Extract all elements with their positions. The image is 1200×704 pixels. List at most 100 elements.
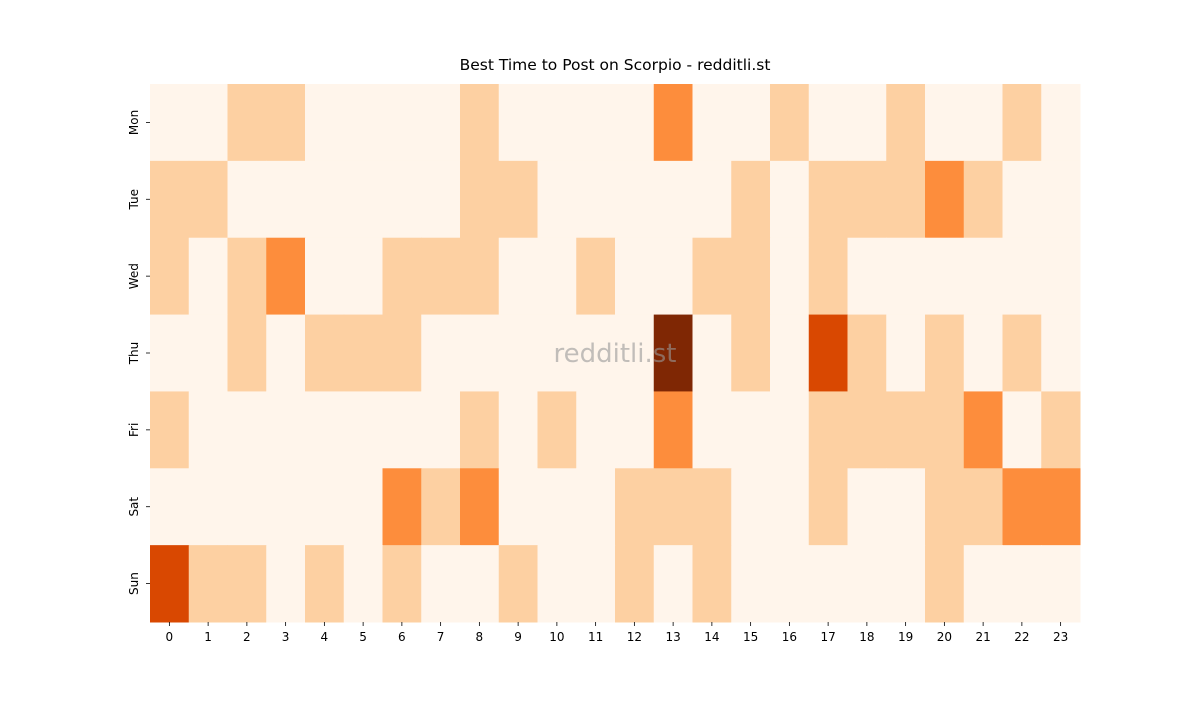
heatmap-cell — [537, 160, 577, 239]
x-tick-label: 16 — [782, 630, 797, 644]
heatmap-cell — [460, 545, 500, 623]
heatmap-cell — [886, 237, 926, 316]
x-tick-label: 9 — [514, 630, 522, 644]
heatmap-cell — [460, 84, 500, 162]
heatmap-cell — [188, 391, 228, 469]
heatmap-cell — [150, 237, 190, 316]
heatmap-cell — [925, 468, 965, 546]
heatmap-cell — [421, 84, 461, 162]
heatmap-cell — [537, 391, 577, 469]
heatmap-cell — [886, 84, 926, 162]
heatmap-cell — [498, 237, 538, 316]
heatmap-cell — [808, 545, 848, 623]
heatmap-cell — [925, 545, 965, 623]
heatmap-cell — [537, 314, 577, 392]
heatmap-cell — [615, 545, 655, 623]
heatmap-cell — [421, 468, 461, 546]
heatmap-cell — [266, 391, 306, 469]
heatmap-cell — [382, 468, 422, 546]
heatmap-cell — [847, 468, 887, 546]
heatmap-cell — [382, 314, 422, 392]
heatmap-cell — [227, 84, 267, 162]
x-tick-label: 1 — [204, 630, 212, 644]
x-tick-label: 19 — [898, 630, 913, 644]
heatmap-cell — [188, 160, 228, 239]
heatmap-cell — [1041, 237, 1081, 316]
heatmap-cell — [266, 160, 306, 239]
heatmap-cell — [227, 545, 267, 623]
heatmap-cell — [576, 391, 616, 469]
heatmap-cell — [343, 160, 383, 239]
heatmap-cell — [963, 160, 1003, 239]
heatmap-cell — [963, 391, 1003, 469]
heatmap-cell — [266, 468, 306, 546]
heatmap-cell — [653, 314, 693, 392]
heatmap-cell — [537, 84, 577, 162]
heatmap-cell — [382, 160, 422, 239]
heatmap-cell — [692, 391, 732, 469]
heatmap-cell — [498, 314, 538, 392]
x-tick-label: 23 — [1053, 630, 1068, 644]
x-tick-label: 18 — [859, 630, 874, 644]
x-tick-label: 20 — [937, 630, 952, 644]
heatmap-cell — [808, 468, 848, 546]
x-tick-label: 11 — [588, 630, 603, 644]
heatmap-cell — [1041, 314, 1081, 392]
heatmap-cell — [925, 84, 965, 162]
x-tick-label: 3 — [282, 630, 290, 644]
heatmap-cell — [1041, 468, 1081, 546]
heatmap-cell — [925, 160, 965, 239]
heatmap-cell — [847, 314, 887, 392]
heatmap-cell — [692, 545, 732, 623]
heatmap-cell — [808, 237, 848, 316]
heatmap-cell — [653, 160, 693, 239]
heatmap-cell — [576, 84, 616, 162]
heatmap-cell — [731, 545, 771, 623]
heatmap-cell — [770, 468, 810, 546]
heatmap-cell — [770, 314, 810, 392]
heatmap-cell — [770, 237, 810, 316]
heatmap-cell — [692, 314, 732, 392]
heatmap-cell — [576, 468, 616, 546]
heatmap-cell — [305, 545, 345, 623]
heatmap-cell — [963, 237, 1003, 316]
heatmap-cell — [963, 314, 1003, 392]
heatmap-cell — [498, 468, 538, 546]
heatmap-cell — [305, 84, 345, 162]
y-tick-label: Thu — [127, 342, 141, 366]
heatmap-cell — [150, 84, 190, 162]
heatmap-cell — [692, 237, 732, 316]
heatmap-cell — [305, 468, 345, 546]
heatmap-cell — [460, 237, 500, 316]
watermark: redditli.st — [554, 339, 677, 369]
x-tick-label: 10 — [549, 630, 564, 644]
chart-title: Best Time to Post on Scorpio - redditli.… — [460, 56, 771, 74]
heatmap-cell — [808, 84, 848, 162]
heatmap-cell — [886, 391, 926, 469]
heatmap-cell — [188, 314, 228, 392]
heatmap-cell — [421, 391, 461, 469]
heatmap-cell — [925, 237, 965, 316]
heatmap-cell — [576, 314, 616, 392]
heatmap-cell — [886, 314, 926, 392]
heatmap-cell — [343, 545, 383, 623]
heatmap-cell — [537, 545, 577, 623]
x-tick-label: 7 — [437, 630, 445, 644]
x-tick-label: 5 — [359, 630, 367, 644]
heatmap-cell — [382, 84, 422, 162]
x-tick-label: 17 — [820, 630, 835, 644]
heatmap-cell — [615, 160, 655, 239]
heatmap-cell — [615, 314, 655, 392]
y-tick-label: Tue — [127, 189, 141, 211]
heatmap-cell — [188, 545, 228, 623]
heatmap-cell — [1002, 545, 1042, 623]
heatmap-cell — [963, 468, 1003, 546]
heatmap-cell — [305, 160, 345, 239]
heatmap-cell — [731, 160, 771, 239]
heatmap-cell — [382, 391, 422, 469]
heatmap-cell — [343, 84, 383, 162]
heatmap-cell — [615, 391, 655, 469]
heatmap-cell — [460, 160, 500, 239]
x-tick-label: 6 — [398, 630, 406, 644]
